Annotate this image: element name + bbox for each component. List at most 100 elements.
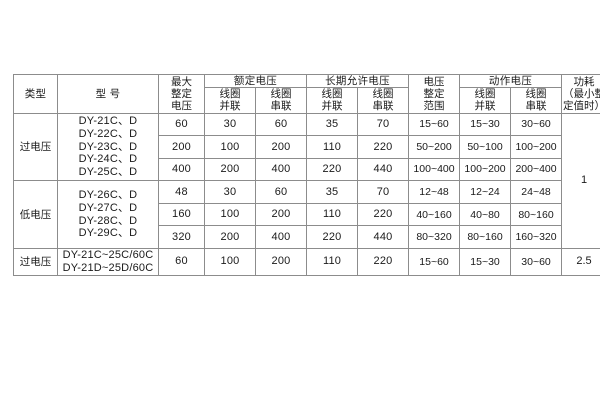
header-max-setting-line3: 电压 [171,99,192,112]
cell-max-setting: 200 [158,135,205,159]
cell-long-parallel: 110 [306,202,359,227]
cell-max-setting: 400 [158,157,205,182]
cell-type: 低电压 [13,180,58,250]
label-coil: 线圈 [321,88,343,101]
header-setting-range-line2: 整定 [423,87,445,100]
cell-action-parallel: 12~24 [459,180,512,204]
cell-long-parallel: 220 [306,157,359,182]
cell-setting-range: 15~60 [408,112,461,137]
label-parallel: 并联 [321,100,343,113]
label-parallel: 并联 [474,100,496,113]
cell-action-series: 24~48 [510,180,563,204]
header-row-sub: 线圈 并联 线圈 串联 线圈 并联 线圈 串联 线圈 并联 [14,87,600,114]
cell-setting-range: 15~60 [408,248,461,276]
cell-setting-range: 80~320 [408,225,461,250]
header-rated-coil-parallel: 线圈 并联 [204,87,256,114]
cell-action-parallel: 15~30 [459,248,512,276]
cell-long-series: 70 [357,180,410,204]
cell-long-parallel: 220 [306,225,359,250]
cell-type: 过电压 [13,248,58,276]
header-rated-voltage: 额定电压 [203,73,308,89]
cell-long-parallel: 35 [306,112,359,137]
cell-model: DY-26C、D DY-27C、D DY-28C、D DY-29C、D [57,180,159,250]
cell-power-consumption: 2.5 [561,248,600,276]
header-model: 型 号 [57,74,159,114]
cell-long-series: 440 [357,157,410,182]
cell-max-setting: 60 [158,248,205,276]
header-power-consumption: 功耗 （最小整 定值时） [561,74,600,114]
cell-long-series: 220 [357,135,410,159]
cell-model: DY-21C~25C/60C DY-21D~25D/60C [57,248,159,276]
cell-max-setting: 60 [158,112,205,137]
cell-action-series: 80~160 [510,202,563,227]
header-row-top: 类型 型 号 最大 整定 电压 额定电压 长期允许电压 电压 整定 范围 动作电… [13,73,600,114]
label-series: 串联 [270,100,292,113]
cell-long-series: 220 [357,202,410,227]
cell-action-parallel: 80~160 [459,225,512,250]
header-long-coil-parallel: 线圈 并联 [306,87,359,114]
label-coil: 线圈 [270,88,292,101]
header-power-line2: （最小整 [563,87,600,100]
cell-rated-parallel: 30 [204,112,256,137]
cell-long-parallel: 35 [306,180,359,204]
header-setting-range-line1: 电压 [423,75,445,88]
cell-rated-series: 60 [254,180,308,204]
cell-rated-parallel: 100 [204,135,256,159]
label-coil: 线圈 [525,88,547,101]
label-coil: 线圈 [219,88,241,101]
model-line: DY-25C、D [78,166,138,179]
label-coil: 线圈 [474,88,496,101]
spec-table-container: 类型 型 号 最大 整定 电压 额定电压 长期允许电压 电压 整定 范围 动作电… [13,73,600,276]
cell-power-consumption: 1 [561,112,600,250]
header-setting-range-line3: 范围 [423,99,445,112]
cell-long-series: 220 [357,248,410,276]
header-action-voltage: 动作电压 [459,73,563,89]
cell-action-series: 30~60 [510,248,563,276]
header-type: 类型 [13,74,58,114]
relay-specification-table: 类型 型 号 最大 整定 电压 额定电压 长期允许电压 电压 整定 范围 动作电… [13,73,600,276]
cell-action-parallel: 40~80 [459,202,512,227]
model-line: DY-28C、D [78,214,138,227]
model-line: DY-21D~25D/60C [62,261,154,274]
model-line: DY-23C、D [78,140,138,153]
header-max-setting-line2: 整定 [171,87,192,100]
table-header: 类型 型 号 最大 整定 电压 额定电压 长期允许电压 电压 整定 范围 动作电… [13,73,600,114]
cell-long-parallel: 110 [306,135,359,159]
cell-rated-series: 200 [254,248,308,276]
model-line: DY-21C、D [78,115,138,128]
header-action-coil-series: 线圈 串联 [510,87,563,114]
model-line: DY-21C~25C/60C [62,249,154,262]
cell-setting-range: 40~160 [408,202,461,227]
cell-action-series: 160~320 [510,225,563,250]
header-max-setting-voltage: 最大 整定 电压 [158,74,205,114]
cell-setting-range: 12~48 [408,180,461,204]
cell-action-parallel: 50~100 [459,135,512,159]
table-row: 过电压 DY-21C、D DY-22C、D DY-23C、D DY-24C、D DY-25… [13,112,600,250]
cell-rated-parallel: 100 [204,202,256,227]
cell-action-parallel: 100~200 [459,157,512,182]
header-power-line1: 功耗 [573,75,595,88]
cell-long-series: 440 [357,225,410,250]
cell-rated-parallel: 100 [204,248,256,276]
cell-type: 过电压 [13,112,58,182]
model-line: DY-29C、D [78,227,138,240]
model-line: DY-24C、D [78,153,138,166]
header-voltage-setting-range: 电压 整定 范围 [408,74,461,114]
model-line: DY-26C、D [78,189,138,202]
cell-rated-parallel: 30 [204,180,256,204]
cell-setting-range: 100~400 [408,157,461,182]
cell-action-series: 200~400 [510,157,563,182]
cell-setting-range: 50~200 [408,135,461,159]
label-series: 串联 [372,100,394,113]
model-line: DY-22C、D [78,127,138,140]
header-action-coil-parallel: 线圈 并联 [459,87,512,114]
cell-action-series: 100~200 [510,135,563,159]
cell-long-parallel: 110 [306,248,359,276]
cell-max-setting: 160 [158,202,205,227]
header-long-coil-series: 线圈 串联 [357,87,410,114]
table-row: 400 200 400 220 440 100~400 100~200 200~400 [14,157,600,182]
label-series: 串联 [525,100,547,113]
cell-action-parallel: 15~30 [459,112,512,137]
table-row: 低电压 DY-26C、D DY-27C、D DY-28C、D DY-29C、D 48 30 6… [13,180,600,250]
table-body: 过电压 DY-21C、D DY-22C、D DY-23C、D DY-24C、D DY-25… [13,112,600,276]
